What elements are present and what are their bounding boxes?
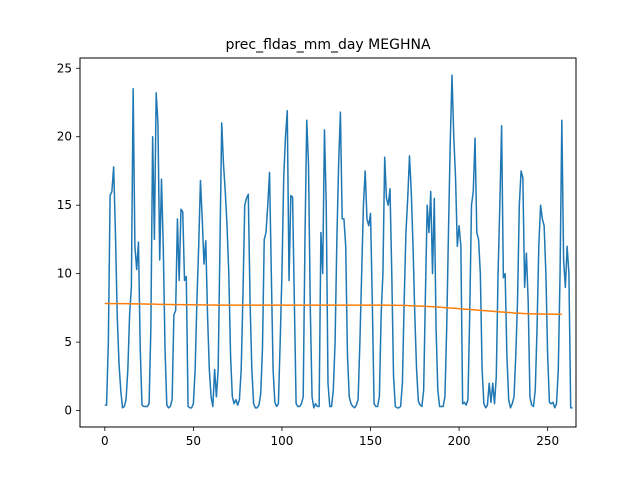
x-tick-label: 50 [186, 434, 201, 448]
y-tick-label: 20 [57, 130, 72, 144]
x-tick-label: 150 [359, 434, 382, 448]
y-tick-label: 0 [64, 404, 72, 418]
y-tick-label: 10 [57, 267, 72, 281]
series-line-1 [104, 302, 562, 316]
y-tick-label: 25 [57, 61, 72, 75]
series-layer [104, 74, 573, 409]
x-tick-label: 200 [448, 434, 471, 448]
plot-frame [79, 57, 577, 428]
x-tick-label: 100 [270, 434, 293, 448]
y-tick-label: 5 [64, 335, 72, 349]
chart-title: prec_fldas_mm_day MEGHNA [225, 37, 430, 53]
series-line-0 [104, 74, 573, 409]
x-tick-label: 0 [101, 434, 109, 448]
y-tick-label: 15 [57, 198, 72, 212]
y-axis: 0 5 10 15 20 25 [57, 61, 80, 418]
x-axis: 0 50 100 150 200 250 [101, 427, 559, 448]
x-tick-label: 250 [536, 434, 559, 448]
